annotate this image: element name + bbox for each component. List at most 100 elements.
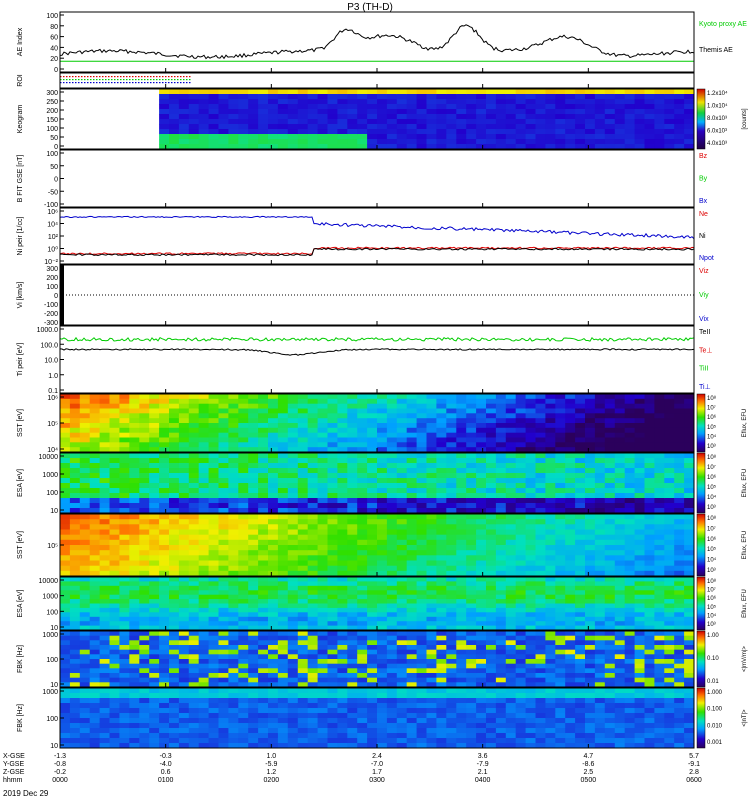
heatmap-cell bbox=[60, 394, 71, 400]
heatmap-cell bbox=[178, 631, 190, 637]
heatmap-cell bbox=[327, 599, 338, 604]
heatmap-cell bbox=[585, 570, 596, 577]
roi-marker bbox=[96, 82, 98, 84]
heatmap-cell bbox=[347, 654, 358, 660]
heatmap-cell bbox=[446, 473, 457, 479]
heatmap-cell bbox=[357, 570, 368, 577]
heatmap-cell bbox=[60, 488, 71, 494]
heatmap-cell bbox=[396, 119, 408, 125]
heatmap-cell bbox=[188, 119, 200, 125]
heatmap-cell bbox=[287, 109, 299, 115]
heatmap-cell bbox=[188, 514, 200, 520]
heatmap-cell bbox=[684, 109, 695, 115]
heatmap-cell bbox=[268, 631, 279, 637]
heatmap-cell bbox=[664, 89, 675, 95]
heatmap-cell bbox=[129, 659, 140, 665]
heatmap-cell bbox=[594, 529, 606, 536]
heatmap-cell bbox=[277, 442, 289, 448]
heatmap-cell bbox=[258, 570, 269, 577]
heatmap-cell bbox=[604, 453, 616, 459]
heatmap-cell bbox=[466, 545, 477, 551]
heatmap-cell bbox=[654, 109, 665, 115]
heatmap-cell bbox=[337, 129, 348, 135]
heatmap-cell bbox=[604, 612, 616, 618]
heatmap-cell bbox=[466, 640, 477, 646]
heatmap-cell bbox=[466, 519, 477, 525]
heatmap-cell bbox=[377, 119, 388, 125]
heatmap-cell bbox=[218, 534, 229, 541]
heatmap-cell bbox=[664, 463, 675, 469]
heatmap-cell bbox=[535, 129, 546, 135]
heatmap-cell bbox=[486, 550, 497, 556]
colorbar-tick-label: 1.0x10⁴ bbox=[707, 103, 728, 110]
heatmap-cell bbox=[476, 398, 487, 404]
heatmap-cell bbox=[604, 437, 616, 443]
heatmap-cell bbox=[594, 508, 606, 514]
heatmap-cell bbox=[337, 134, 348, 140]
heatmap-cell bbox=[218, 104, 229, 110]
heatmap-cell bbox=[347, 453, 358, 459]
heatmap-cell bbox=[654, 468, 665, 474]
panel-frame bbox=[59, 264, 695, 326]
heatmap-cell bbox=[505, 555, 517, 561]
heatmap-cell bbox=[268, 594, 279, 600]
heatmap-cell bbox=[446, 631, 457, 637]
heatmap-cell bbox=[109, 458, 120, 464]
heatmap-cell bbox=[277, 539, 289, 546]
heatmap-cell bbox=[119, 398, 130, 404]
heatmap-cell bbox=[555, 519, 566, 525]
heatmap-cell bbox=[416, 139, 427, 145]
heatmap-cell bbox=[505, 503, 517, 509]
heatmap-cell bbox=[515, 144, 526, 150]
heatmap-cell bbox=[327, 463, 338, 469]
heatmap-cell bbox=[367, 577, 378, 582]
heatmap-cell bbox=[218, 403, 229, 409]
heatmap-cell bbox=[258, 144, 269, 150]
heatmap-cell bbox=[297, 621, 309, 626]
heatmap-cell bbox=[258, 603, 269, 609]
heatmap-cell bbox=[505, 599, 517, 604]
heatmap-cell bbox=[287, 640, 299, 646]
heatmap-cell bbox=[129, 645, 140, 651]
heatmap-cell bbox=[327, 493, 338, 499]
heatmap-cell bbox=[99, 603, 110, 609]
heatmap-cell bbox=[396, 603, 408, 609]
heatmap-cell bbox=[456, 612, 467, 618]
heatmap-cell bbox=[505, 640, 517, 646]
heatmap-cell bbox=[436, 473, 447, 479]
roi-marker bbox=[111, 82, 113, 84]
heatmap-cell bbox=[287, 607, 299, 613]
heatmap-cell bbox=[406, 635, 417, 641]
roi-marker bbox=[111, 76, 113, 78]
heatmap-cell bbox=[426, 560, 437, 567]
heatmap-cell bbox=[149, 649, 160, 655]
heatmap-cell bbox=[208, 144, 219, 150]
heatmap-cell bbox=[159, 590, 170, 596]
heatmap-cell bbox=[476, 616, 487, 622]
heatmap-cell bbox=[357, 447, 368, 453]
heatmap-cell bbox=[406, 659, 417, 665]
heatmap-cell bbox=[297, 139, 309, 145]
heatmap-cell bbox=[525, 503, 536, 509]
heatmap-cell bbox=[486, 654, 497, 660]
heatmap-cell bbox=[495, 468, 507, 474]
heatmap-cell bbox=[416, 612, 427, 618]
heatmap-cell bbox=[654, 89, 665, 95]
heatmap-cell bbox=[446, 508, 457, 514]
heatmap-cell bbox=[159, 144, 170, 150]
heatmap-cell bbox=[347, 570, 358, 577]
heatmap-cell bbox=[426, 463, 437, 469]
heatmap-cell bbox=[446, 663, 457, 669]
heatmap-cell bbox=[466, 616, 477, 622]
heatmap-cell bbox=[575, 104, 586, 110]
heatmap-cell bbox=[575, 408, 586, 414]
roi-marker bbox=[156, 76, 158, 78]
heatmap-cell bbox=[119, 682, 130, 688]
heatmap-cell bbox=[198, 508, 209, 514]
heatmap-cell bbox=[634, 673, 645, 679]
heatmap-cell bbox=[684, 503, 695, 509]
heatmap-cell bbox=[129, 621, 140, 626]
heatmap-cell bbox=[386, 659, 398, 665]
heatmap-cell bbox=[585, 398, 596, 404]
heatmap-cell bbox=[238, 577, 249, 582]
